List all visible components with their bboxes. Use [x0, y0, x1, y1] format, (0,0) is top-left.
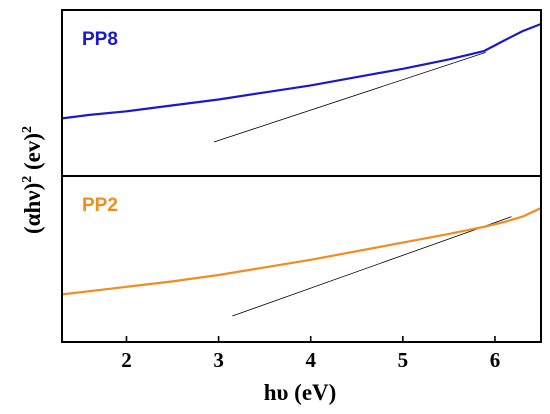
tangent-line-pp2 [232, 216, 512, 317]
series-line-pp2 [62, 207, 541, 296]
panel-frame-2 [61, 175, 542, 343]
panel-frame-1 [61, 9, 542, 177]
x-tick-label: 4 [305, 348, 316, 372]
x-tick-label: 5 [398, 348, 409, 372]
y-axis-title-sup1: 2 [20, 176, 35, 183]
tangent-line-pp8 [213, 51, 486, 143]
y-axis-title-sup2: 2 [20, 126, 35, 133]
y-axis-title-part2: (ev) [20, 133, 45, 176]
panel-label-pp2: PP2 [82, 195, 118, 216]
x-tick-label: 2 [121, 348, 132, 372]
plot-area: PP8 PP2 2 3 4 5 6 [61, 9, 542, 372]
x-tick-label: 3 [213, 348, 224, 372]
panel-label-pp8: PP8 [82, 29, 118, 50]
x-tick-label: 6 [490, 348, 501, 372]
series-line-pp8 [62, 22, 541, 120]
y-axis-title: (αhν)2 (ev)2 [20, 126, 45, 234]
x-axis-title: hυ (eV) [264, 380, 337, 405]
y-axis-title-part1: (αhν) [20, 183, 45, 234]
